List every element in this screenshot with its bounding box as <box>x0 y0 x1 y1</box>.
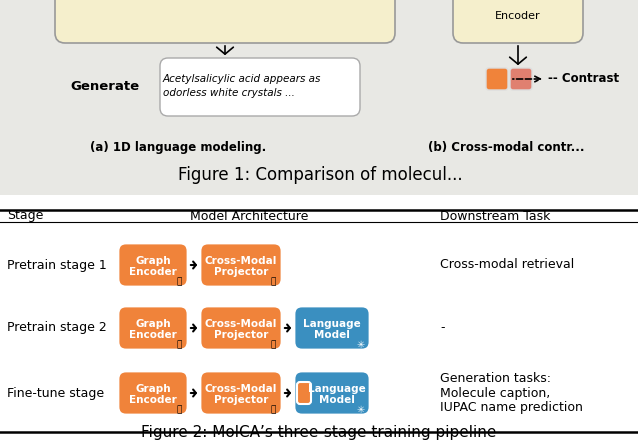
Text: Figure 2: MolCA’s three-stage training pipeline: Figure 2: MolCA’s three-stage training p… <box>141 425 497 440</box>
Text: Stage: Stage <box>7 210 43 222</box>
Text: Graph: Graph <box>135 384 171 394</box>
Text: 🔥: 🔥 <box>271 278 276 286</box>
Text: Cross-Modal: Cross-Modal <box>205 256 277 266</box>
FancyBboxPatch shape <box>486 68 508 90</box>
Text: Pretrain stage 1: Pretrain stage 1 <box>7 259 107 271</box>
Text: Generation tasks:: Generation tasks: <box>440 373 551 385</box>
Text: -: - <box>440 321 445 335</box>
Text: Encoder: Encoder <box>129 330 177 340</box>
FancyBboxPatch shape <box>0 197 638 442</box>
Text: ✳: ✳ <box>357 405 365 415</box>
FancyBboxPatch shape <box>55 0 395 43</box>
Text: Acetylsalicylic acid appears as
odorless white crystals ...: Acetylsalicylic acid appears as odorless… <box>163 74 322 98</box>
FancyBboxPatch shape <box>297 382 311 404</box>
FancyBboxPatch shape <box>510 68 532 90</box>
Text: Cross-Modal: Cross-Modal <box>205 319 277 329</box>
Text: Downstream Task: Downstream Task <box>440 210 551 222</box>
Text: 🔥: 🔥 <box>271 405 276 415</box>
Text: -- Contrast: -- Contrast <box>548 72 619 85</box>
Text: IUPAC name prediction: IUPAC name prediction <box>440 400 583 414</box>
Text: Generate: Generate <box>70 80 139 94</box>
Text: Cross-modal retrieval: Cross-modal retrieval <box>440 259 574 271</box>
FancyBboxPatch shape <box>294 306 370 350</box>
Text: Figure 1: Comparison of molecul...: Figure 1: Comparison of molecul... <box>178 166 463 184</box>
Text: Projector: Projector <box>214 330 268 340</box>
FancyBboxPatch shape <box>0 0 638 195</box>
Text: Fine-tune stage: Fine-tune stage <box>7 386 104 400</box>
FancyBboxPatch shape <box>200 243 282 287</box>
Text: Cross-Modal: Cross-Modal <box>205 384 277 394</box>
FancyBboxPatch shape <box>453 0 583 43</box>
Text: Language: Language <box>303 319 361 329</box>
Text: 🔥: 🔥 <box>176 278 182 286</box>
FancyBboxPatch shape <box>118 306 188 350</box>
FancyBboxPatch shape <box>200 306 282 350</box>
Text: Encoder: Encoder <box>129 395 177 405</box>
Text: Model Architecture: Model Architecture <box>190 210 308 222</box>
FancyBboxPatch shape <box>200 371 282 415</box>
FancyBboxPatch shape <box>160 58 360 116</box>
Text: Model: Model <box>319 395 355 405</box>
Text: (b) Cross-modal contr...: (b) Cross-modal contr... <box>428 141 584 155</box>
Text: Graph: Graph <box>135 256 171 266</box>
Text: Pretrain stage 2: Pretrain stage 2 <box>7 321 107 335</box>
Text: Encoder: Encoder <box>129 267 177 277</box>
Text: 🔥: 🔥 <box>271 340 276 350</box>
Text: Language: Language <box>308 384 366 394</box>
Text: Projector: Projector <box>214 267 268 277</box>
Text: Model: Model <box>314 330 350 340</box>
Text: (a) 1D language modeling.: (a) 1D language modeling. <box>90 141 266 155</box>
Text: Encoder: Encoder <box>495 11 541 21</box>
FancyBboxPatch shape <box>118 371 188 415</box>
Text: 🔥: 🔥 <box>176 340 182 350</box>
FancyBboxPatch shape <box>294 371 370 415</box>
Text: ✳: ✳ <box>357 340 365 350</box>
Text: Graph: Graph <box>135 319 171 329</box>
Text: Projector: Projector <box>214 395 268 405</box>
Text: 🔥: 🔥 <box>176 405 182 415</box>
Text: Molecule caption,: Molecule caption, <box>440 386 550 400</box>
FancyBboxPatch shape <box>118 243 188 287</box>
